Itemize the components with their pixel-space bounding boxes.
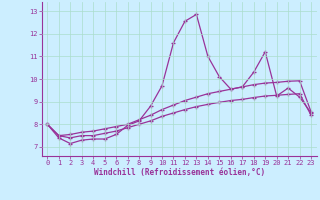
X-axis label: Windchill (Refroidissement éolien,°C): Windchill (Refroidissement éolien,°C)	[94, 168, 265, 177]
